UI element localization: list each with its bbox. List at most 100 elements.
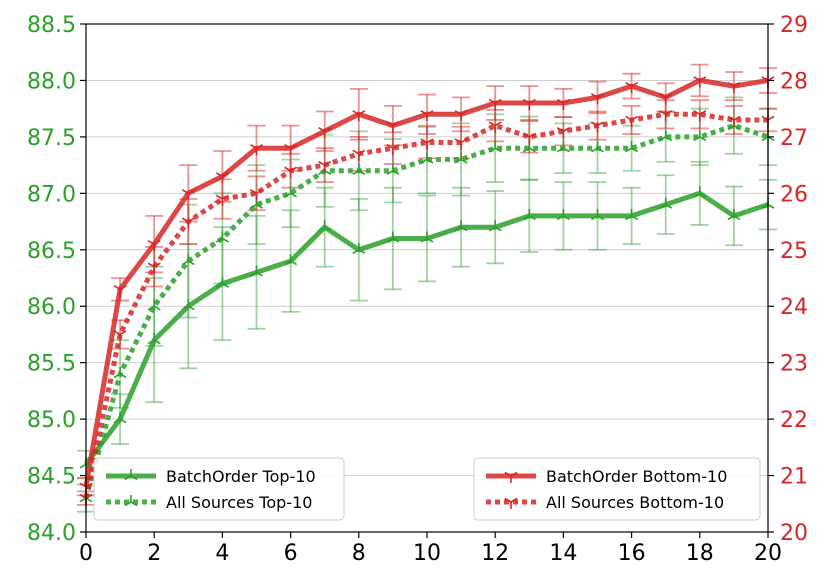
data-point [659,93,673,105]
tick-label-right: 21 [780,465,808,490]
tick-label-right: 23 [780,352,808,377]
tick-label-left: 87.5 [27,126,76,151]
legend-label: All Sources Bottom-10 [546,493,724,512]
data-point [113,285,127,297]
data-point [147,299,161,311]
data-point [659,110,673,122]
tick-label-right: 29 [780,13,808,38]
tick-label-left: 84.5 [27,465,76,490]
data-point [454,110,468,122]
tick-label-x: 6 [284,541,298,566]
data-point [181,254,195,266]
legend-entry: BatchOrder Top-10 [106,467,316,486]
tick-label-left: 85.0 [27,408,76,433]
data-point [454,138,468,150]
tick-label-x: 0 [79,541,93,566]
data-point [591,208,604,221]
data-point [522,132,536,144]
legend-right: BatchOrder Bottom-10 All Sources Bottom-1… [473,457,761,521]
data-point [488,98,502,111]
tick-label-x: 12 [481,541,509,566]
tick-label-right: 22 [780,408,808,433]
data-point [420,231,434,243]
tick-label-x: 2 [147,541,161,566]
tick-label-x: 20 [754,541,782,566]
data-point [454,152,468,164]
tick-label-left: 88.5 [27,13,76,38]
data-point [693,110,707,122]
data-point [488,121,502,133]
tick-label-x: 8 [352,541,366,566]
data-point [625,81,639,94]
data-point [522,98,536,111]
tick-label-left: 88.0 [27,69,76,94]
data-point [659,197,673,209]
tick-label-x: 18 [686,541,714,566]
data-point [659,129,673,142]
tick-label-right: 28 [780,69,808,94]
data-point [591,121,604,133]
data-point [556,127,570,139]
data-point [250,265,263,277]
data-point [420,110,434,122]
data-point [113,412,127,424]
data-point [284,254,298,266]
legend-marker [124,469,138,481]
data-point [522,208,536,221]
data-point [727,81,741,94]
data-point [147,333,161,345]
tick-label-x: 10 [413,541,441,566]
tick-label-x: 14 [549,541,577,566]
data-point [284,166,298,178]
error-bars [77,63,777,513]
data-point [318,160,332,173]
data-point [386,231,400,243]
data-point [625,115,639,127]
legend-marker [504,471,518,483]
data-point [693,76,707,88]
data-point [215,231,229,243]
data-point [693,129,707,142]
data-point [181,189,195,201]
tick-label-left: 86.5 [27,239,76,264]
data-point [556,98,570,111]
tick-label-x: 4 [215,541,229,566]
legend-box [473,457,761,521]
tick-label-left: 85.5 [27,352,76,377]
data-point [284,186,298,198]
data-point [113,330,127,342]
tick-label-x: 16 [618,541,646,566]
data-point [250,189,263,201]
legend-entry: BatchOrder Bottom-10 [486,467,727,486]
tick-label-right: 24 [780,295,808,320]
data-point [591,93,604,105]
legend-label: All Sources Top-10 [166,493,312,512]
data-point [352,149,366,161]
data-point [215,172,229,184]
data-point [147,239,161,252]
legend-entry: All Sources Top-10 [106,493,312,512]
gridlines [86,79,768,477]
data-point [386,121,400,133]
data-point [625,208,639,221]
data-point [488,141,502,153]
data-point [386,143,400,156]
data-point [727,115,741,127]
series-markers [79,76,775,506]
tick-label-right: 27 [780,126,808,151]
data-point [386,163,400,175]
axis-ticks: 84.0 84.5 85.0 85.5 86.0 86.5 87.0 87.5 88.0 88.5… [27,13,808,566]
data-point [147,262,161,274]
data-point [284,143,298,156]
data-point [113,366,127,379]
data-point [318,220,332,232]
data-point [556,141,570,153]
legend-box [93,457,345,521]
tick-label-right: 26 [780,182,808,207]
data-point [352,163,366,175]
data-point [318,127,332,139]
tick-label-right: 25 [780,239,808,264]
data-point [591,141,604,153]
data-point [420,152,434,164]
